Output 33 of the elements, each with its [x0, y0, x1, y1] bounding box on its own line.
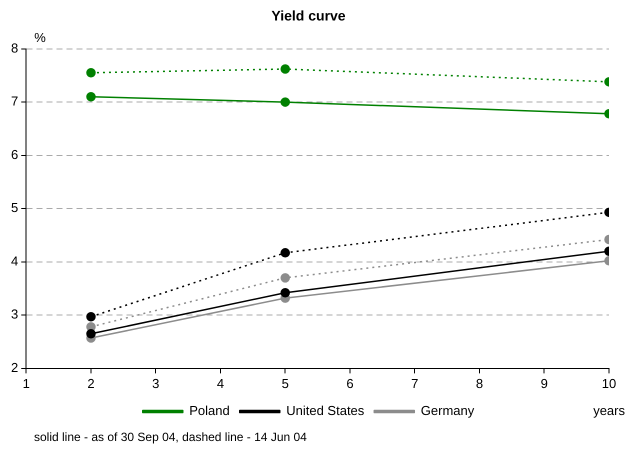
y-axis-title: % — [34, 30, 46, 45]
point — [86, 329, 96, 339]
y-tick-label: 5 — [10, 200, 18, 216]
x-tick-label: 1 — [22, 376, 30, 391]
point — [280, 64, 290, 74]
chart-title: Yield curve — [271, 7, 346, 24]
x-tick-label: 9 — [540, 376, 548, 391]
x-tick-label: 2 — [87, 376, 95, 391]
legend-label: United States — [286, 403, 365, 418]
point — [86, 68, 96, 78]
x-tick-label: 10 — [602, 376, 616, 391]
point — [86, 312, 96, 322]
x-tick-label: 7 — [411, 376, 418, 391]
y-tick-label: 2 — [10, 360, 18, 375]
point — [280, 273, 290, 283]
y-tick-label: 7 — [10, 94, 18, 109]
legend-label: Poland — [189, 403, 230, 418]
x-axis-title: years — [593, 403, 626, 418]
y-tick-label: 4 — [10, 253, 18, 268]
x-tick-label: 4 — [216, 376, 224, 391]
x-tick-label: 8 — [476, 376, 484, 391]
legend-label: Germany — [420, 403, 475, 418]
text: solid line - as of 30 Sep 04, dashed line - 14 Jun 04 — [34, 430, 307, 444]
point — [280, 248, 290, 258]
x-tick-label: 5 — [282, 376, 289, 391]
y-tick-label: 8 — [10, 40, 18, 56]
point — [280, 288, 290, 298]
x-tick-label: 3 — [152, 376, 160, 391]
point — [280, 97, 290, 107]
point — [86, 92, 96, 102]
x-tick-label: 6 — [346, 376, 354, 391]
y-tick-label: 3 — [10, 306, 18, 322]
y-tick-label: 6 — [10, 146, 18, 162]
